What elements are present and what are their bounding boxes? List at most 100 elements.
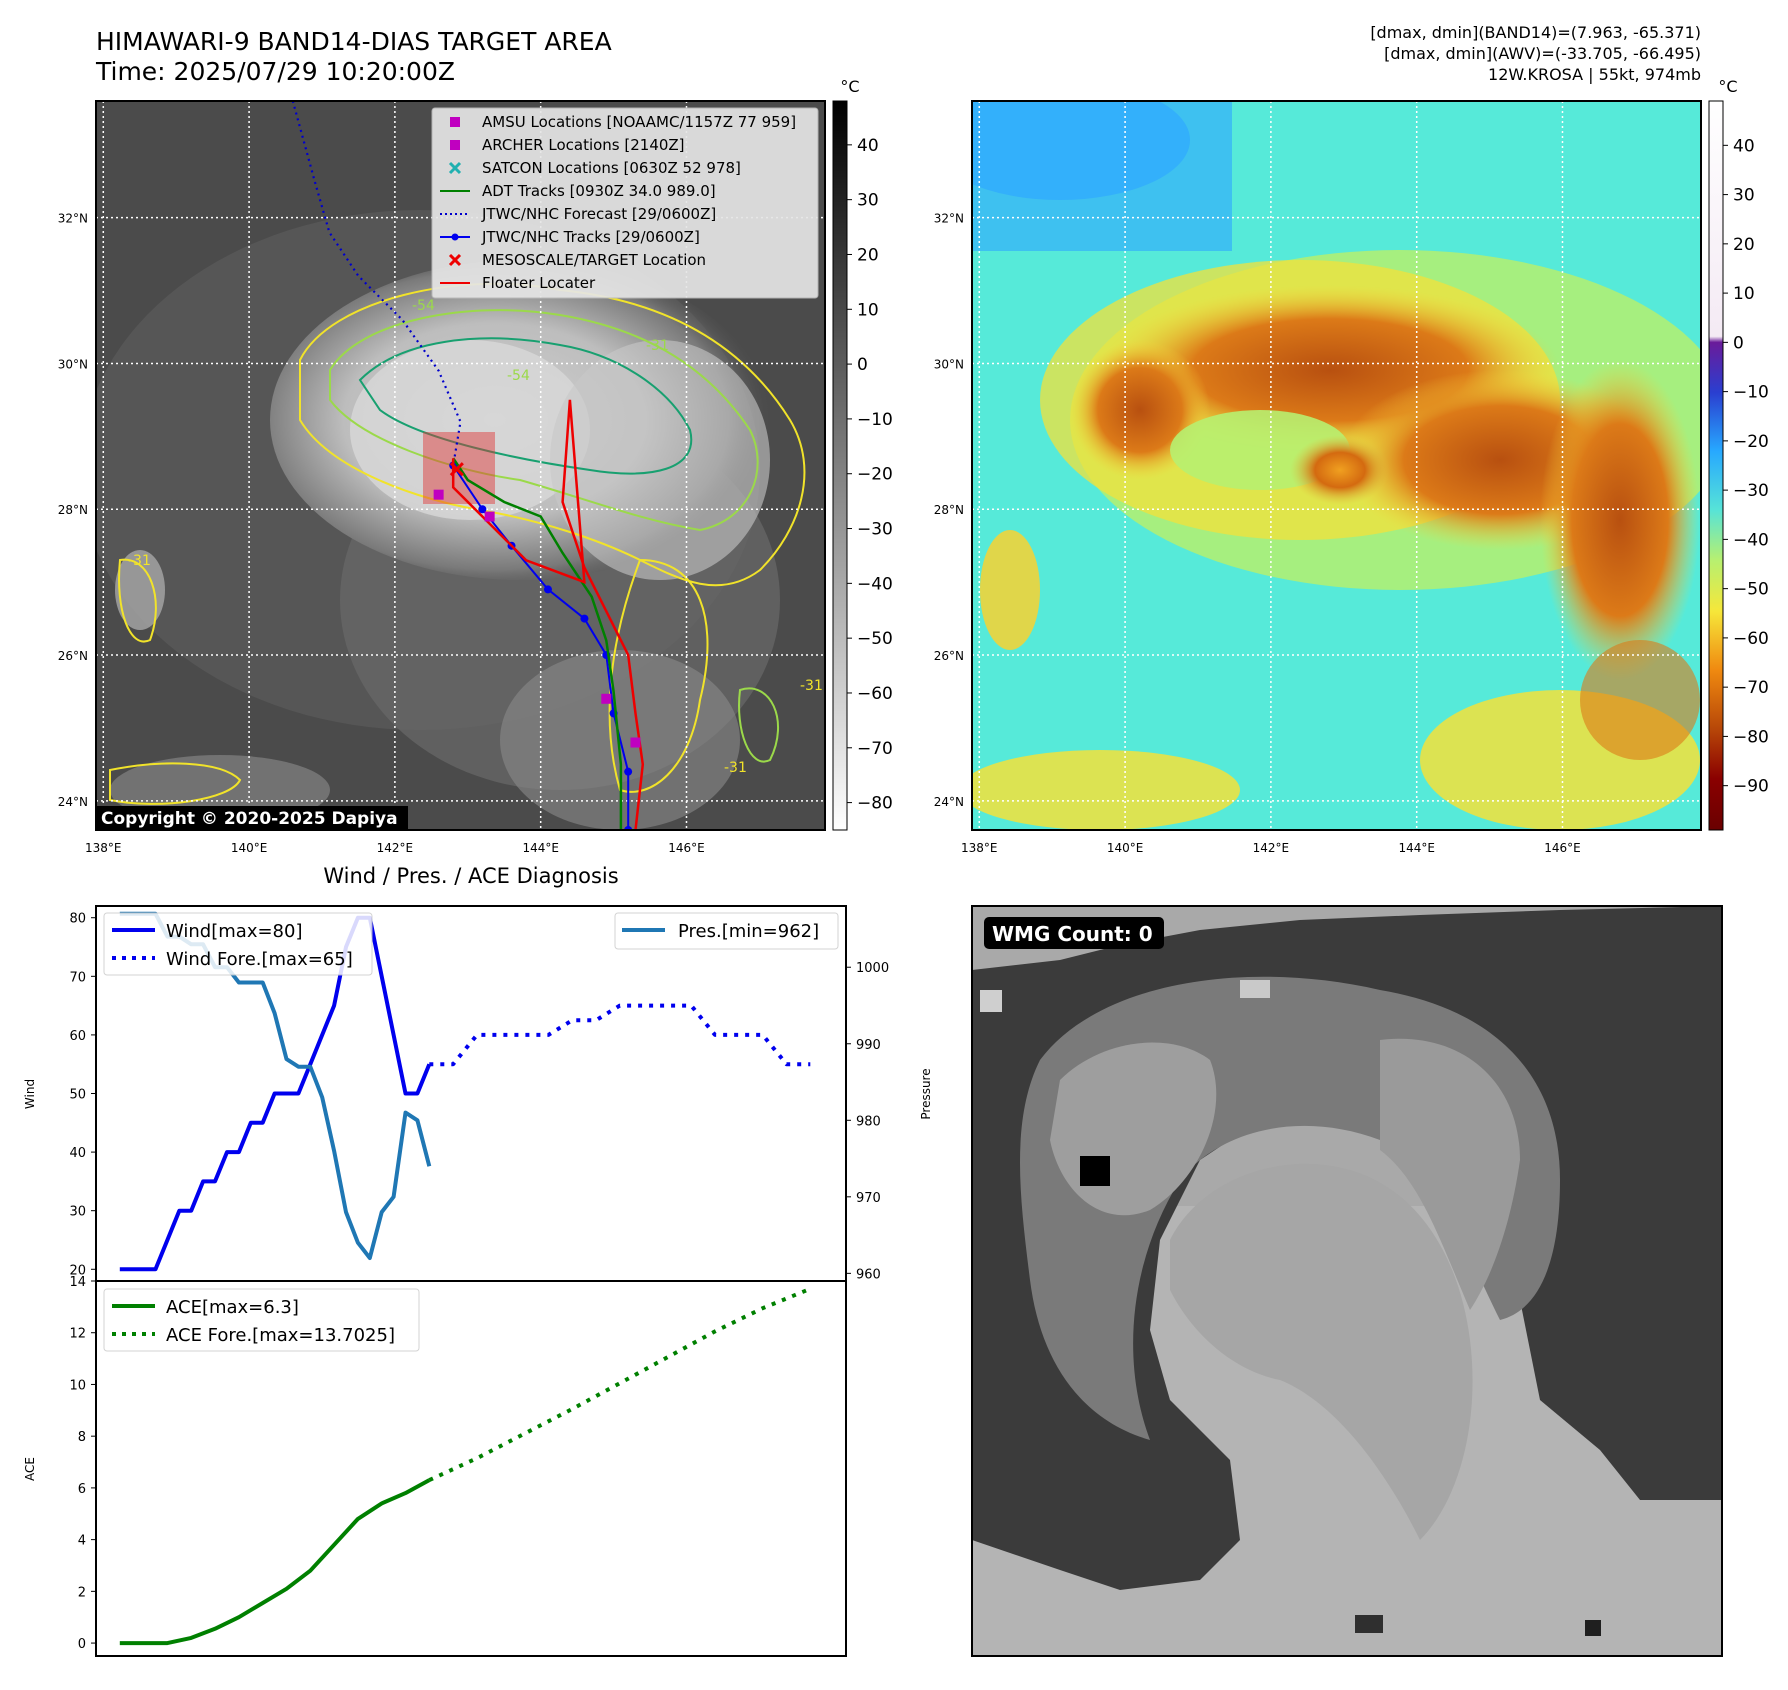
colorbar-tick-label: −50	[1733, 580, 1769, 600]
colorbar-tick-label: 30	[1733, 186, 1755, 206]
colorbar-tick-label: −30	[857, 520, 893, 540]
colorbar-tick-label: −90	[1733, 777, 1769, 797]
legend-marker	[450, 140, 460, 150]
legend-marker	[450, 117, 460, 127]
colorbar-tick-label: −80	[1733, 727, 1769, 747]
ace-tick-label: 6	[78, 1482, 86, 1497]
lat-label: 26°N	[58, 649, 88, 663]
lat-label: 26°N	[934, 649, 964, 663]
legend-marker	[448, 253, 462, 267]
ace-tick-label: 8	[78, 1430, 86, 1445]
colorbar-tick-label: −70	[1733, 678, 1769, 698]
wind-tick-label: 60	[69, 1029, 86, 1044]
lon-label: 142°E	[377, 841, 414, 855]
pressure-tick-label: 970	[856, 1191, 881, 1206]
legend-marker-dot	[451, 233, 459, 241]
awv-map: 32°N 30°N 28°N 26°N 24°N 138°E 140°E 142°E 144°…	[934, 100, 1702, 855]
amsu-location	[601, 693, 612, 704]
lon-label: 144°E	[1398, 841, 1435, 855]
ir-map: -54 -31 -54 -31 -31 -31 32°N 30°N 28°N 26°N…	[58, 100, 826, 855]
lon-label: 138°E	[85, 841, 122, 855]
pressure-legend: Pres.[min=962]	[614, 912, 839, 950]
diagnosis-chart: Wind / Pres. / ACE Diagnosis Wind Pressu…	[23, 864, 933, 1657]
lat-label: 32°N	[58, 212, 88, 226]
pressure-tick-label: 980	[856, 1114, 881, 1129]
legend-entry: Floater Locater	[482, 274, 596, 292]
ace-tick-label: 4	[78, 1534, 86, 1549]
legend-marker	[448, 161, 462, 175]
awv-map-frame	[971, 100, 1702, 831]
series-wind-forecast	[429, 1003, 811, 1067]
lat-label: 30°N	[934, 357, 964, 371]
wmg-frame	[971, 905, 1723, 1657]
awv-colorbar-gradient	[1708, 100, 1724, 831]
jtwc-track-point	[543, 585, 552, 594]
series-ace	[119, 1478, 431, 1646]
ir-colorbar-unit: °C	[840, 77, 859, 96]
legend-entry: JTWC/NHC Tracks [29/0600Z]	[481, 228, 700, 246]
colorbar-tick-label: −70	[857, 739, 893, 759]
wind-tick-label: 70	[69, 970, 86, 985]
lat-label: 30°N	[58, 357, 88, 371]
lon-label: 138°E	[961, 841, 998, 855]
legend-entry: AMSU Locations [NOAAMC/1157Z 77 959]	[482, 113, 796, 131]
ace-axis-label: ACE	[23, 1457, 37, 1481]
pressure-tick-label: 990	[856, 1038, 881, 1053]
colorbar-tick-label: −60	[1733, 629, 1769, 649]
contour-label: -31	[800, 678, 823, 694]
lat-label: 28°N	[934, 503, 964, 517]
wind-tick-label: 40	[69, 1146, 86, 1161]
colorbar-tick-label: 40	[1733, 136, 1755, 156]
lon-label: 146°E	[668, 841, 705, 855]
lon-label: 140°E	[231, 841, 268, 855]
contour-label: -54	[412, 298, 435, 314]
ace-panel-frame	[95, 1280, 847, 1657]
awv-range: [dmax, dmin](AWV)=(-33.705, -66.495)	[1384, 44, 1701, 63]
colorbar-tick-label: 0	[857, 355, 868, 375]
colorbar-tick-label: 10	[1733, 284, 1755, 304]
ir-colorbar: °C 40 30 20 10 0 −10 −20 −30 −40 −50 −60 −70 −80	[832, 77, 893, 831]
adt-track	[452, 457, 623, 830]
legend-pressure: Pres.[min=962]	[678, 921, 819, 942]
wind-legend: Wind[max=80] Wind Fore.[max=65]	[103, 912, 373, 976]
ace-tick-label: 10	[69, 1378, 86, 1393]
contour-label: -31	[646, 338, 669, 354]
lat-label: 32°N	[934, 212, 964, 226]
legend-entry: SATCON Locations [0630Z 52 978]	[482, 159, 741, 177]
colorbar-tick-label: 0	[1733, 333, 1744, 353]
ir-colorbar-gradient	[832, 100, 848, 831]
legend-wind: Wind[max=80]	[166, 921, 303, 942]
colorbar-tick-label: 30	[857, 191, 879, 211]
chart-title: Wind / Pres. / ACE Diagnosis	[323, 864, 618, 888]
ace-tick-label: 14	[69, 1275, 86, 1290]
colorbar-tick-label: −40	[857, 574, 893, 594]
lat-label: 28°N	[58, 503, 88, 517]
wind-tick-label: 30	[69, 1205, 86, 1220]
colorbar-tick-label: 20	[857, 245, 879, 265]
colorbar-tick-label: −50	[857, 629, 893, 649]
contour-label: -31	[724, 760, 747, 776]
map-legend: AMSU Locations [NOAAMC/1157Z 77 959] ARCH…	[431, 107, 819, 299]
lon-label: 146°E	[1544, 841, 1581, 855]
wind-tick-label: 20	[69, 1263, 86, 1278]
figure-title: HIMAWARI-9 BAND14-DIAS TARGET AREA	[96, 27, 612, 56]
colorbar-tick-label: −60	[857, 684, 893, 704]
series-wind	[119, 915, 432, 1272]
colorbar-tick-label: −40	[1733, 530, 1769, 550]
lat-label: 24°N	[58, 795, 88, 809]
colorbar-tick-label: −20	[857, 465, 893, 485]
ace-tick-label: 2	[78, 1585, 86, 1600]
wmg-count-label: WMG Count: 0	[992, 922, 1153, 946]
jtwc-forecast-track	[291, 101, 462, 466]
wind-tick-label: 50	[69, 1088, 86, 1103]
ace-tick-label: 12	[69, 1327, 86, 1342]
colorbar-tick-label: −80	[857, 794, 893, 814]
contour-label: -31	[128, 553, 151, 569]
target-location-marker	[449, 462, 464, 477]
pressure-tick-label: 1000	[856, 961, 889, 976]
legend-ace: ACE[max=6.3]	[166, 1297, 299, 1318]
awv-colorbar: °C 40 30 20 10 0 −10 −20 −30 −40 −50 −60 −70 −80 −90	[1708, 77, 1769, 831]
colorbar-tick-label: −20	[1733, 432, 1769, 452]
ace-tick-label: 0	[78, 1637, 86, 1652]
colorbar-tick-label: 40	[857, 136, 879, 156]
